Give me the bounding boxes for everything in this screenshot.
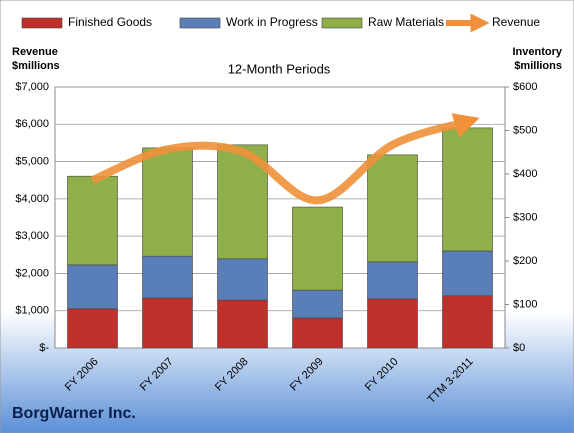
y-tick-label: $5,000 [15, 155, 49, 167]
y2-tick-label: $600 [513, 81, 537, 93]
legend-label: Work in Progress [226, 15, 318, 29]
bar-segment [292, 289, 343, 319]
bar-segment [217, 299, 268, 349]
legend-swatch [179, 17, 221, 29]
chart-title: 12-Month Periods [228, 61, 331, 76]
legend-label: Finished Goods [68, 15, 152, 29]
y-axis-label: $millions [12, 60, 60, 72]
y2-tick-label: $0 [513, 342, 525, 354]
y-tick-label: $3,000 [15, 230, 49, 242]
legend-label: Revenue [492, 15, 540, 29]
bar-segment [442, 295, 493, 349]
y-tick-label: $- [39, 342, 49, 354]
y-tick-label: $6,000 [15, 118, 49, 130]
legend-swatch [21, 17, 63, 29]
bar-segment [142, 147, 193, 257]
y-tick-label: $4,000 [15, 193, 49, 205]
y-axis-label: Revenue [12, 46, 58, 58]
bar-segment [142, 297, 193, 349]
bar-segment [292, 317, 343, 349]
y-tick-label: $7,000 [15, 81, 49, 93]
bar-segment [367, 154, 418, 263]
bar-segment [67, 264, 118, 310]
y2-tick-label: $100 [513, 298, 537, 310]
bar-segment [67, 308, 118, 349]
bar-segment [217, 258, 268, 301]
bar-segment [367, 298, 418, 349]
bar-segment [367, 261, 418, 300]
y-tick-label: $1,000 [15, 305, 49, 317]
bar-segment [142, 255, 193, 299]
footer: BorgWarner Inc. [12, 405, 136, 422]
bar-segment [67, 175, 118, 266]
y2-tick-label: $400 [513, 168, 537, 180]
legend-label: Raw Materials [368, 15, 444, 29]
revenue-line [90, 113, 480, 205]
bar-segment [292, 206, 343, 291]
y2-axis-label: $millions [514, 60, 562, 72]
y2-tick-label: $500 [513, 124, 537, 136]
legend-swatch [321, 17, 363, 29]
y2-tick-label: $200 [513, 255, 537, 267]
y-tick-label: $2,000 [15, 267, 49, 279]
y2-axis-label: Inventory [512, 46, 562, 58]
bar-segment [442, 250, 493, 297]
y2-tick-label: $300 [513, 211, 537, 223]
bar-segment [442, 127, 493, 252]
